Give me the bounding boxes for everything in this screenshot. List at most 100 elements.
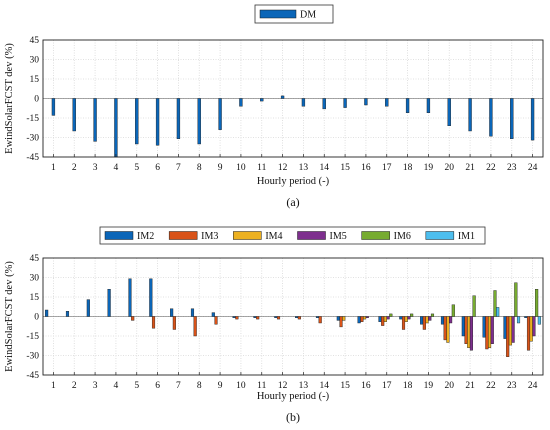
bar-IM3-19 — [422, 316, 426, 330]
bar-IM2-10 — [232, 316, 236, 318]
x-tick-label: 3 — [93, 163, 98, 173]
x-tick-label: 11 — [257, 163, 266, 173]
bar-IM2-17 — [378, 316, 382, 322]
legend-swatch-IM6 — [361, 231, 390, 240]
bar-IM2-11 — [253, 316, 257, 318]
y-tick-label: 45 — [30, 36, 40, 46]
bar-IM6-24 — [535, 289, 539, 317]
bar-IM2-4 — [107, 289, 111, 317]
bar-IM5-19 — [428, 316, 432, 321]
bar-IM4-19 — [425, 316, 429, 324]
y-tick-label: 0 — [34, 313, 39, 323]
bar-IM2-23 — [503, 316, 507, 339]
legend: IM2 IM3 IM4 IM5 IM6 IM1 — [99, 226, 486, 245]
bar-IM3-10 — [235, 316, 239, 320]
x-tick-label: 7 — [176, 163, 181, 173]
bar-IM5-24 — [532, 316, 536, 337]
bar-IM3-17 — [381, 316, 385, 326]
bar-DM-8 — [197, 98, 201, 145]
bar-DM-21 — [468, 98, 472, 132]
x-tick-label: 4 — [114, 381, 119, 391]
bar-IM2-1 — [45, 309, 49, 317]
x-tick-label: 9 — [218, 381, 223, 391]
y-tick-label: -30 — [26, 352, 39, 362]
x-tick-label: 10 — [236, 381, 246, 391]
x-tick-label: 3 — [93, 381, 98, 391]
bar-DM-6 — [155, 98, 160, 146]
bar-IM3-8 — [193, 316, 197, 337]
bar-IM4-17 — [383, 316, 387, 322]
y-tick-label: 30 — [30, 56, 40, 66]
bar-IM2-2 — [65, 311, 70, 317]
x-tick-label: 22 — [486, 163, 496, 173]
x-tick-label: 15 — [340, 381, 350, 391]
x-tick-label: 12 — [278, 163, 288, 173]
x-axis-label: Hourly period (-) — [257, 391, 330, 402]
y-tick-label: -15 — [26, 332, 39, 342]
y-tick-label: -45 — [26, 153, 39, 163]
x-tick-label: 20 — [445, 163, 455, 173]
bar-DM-12 — [280, 95, 285, 99]
bar-IM4-23 — [508, 316, 512, 346]
x-tick-label: 17 — [382, 381, 392, 391]
bar-IM3-20 — [443, 316, 447, 341]
x-tick-label: 18 — [403, 381, 413, 391]
x-axis-label: Hourly period (-) — [257, 176, 330, 187]
x-tick-label: 5 — [134, 381, 139, 391]
bar-IM4-15 — [342, 316, 346, 321]
y-axis-label: EwindSolarFCST dev (%) — [4, 261, 15, 372]
x-tick-label: 11 — [257, 381, 266, 391]
legend-swatch-IM4 — [233, 231, 262, 240]
bar-IM2-7 — [170, 308, 174, 317]
bar-IM5-20 — [449, 316, 453, 324]
x-tick-label: 16 — [361, 381, 371, 391]
legend-swatch-IM2 — [104, 231, 134, 240]
bar-IM6-17 — [389, 313, 393, 317]
bar-IM2-8 — [190, 308, 195, 317]
bar-IM3-15 — [339, 316, 343, 328]
x-tick-label: 24 — [528, 163, 538, 173]
bar-IM2-13 — [295, 316, 299, 318]
bar-DM-16 — [364, 98, 368, 106]
bar-DM-23 — [510, 98, 514, 139]
y-tick-label: 15 — [30, 293, 40, 303]
bar-IM5-22 — [490, 316, 494, 344]
x-tick-label: 1 — [51, 163, 56, 173]
bar-IM2-16 — [357, 316, 361, 324]
x-tick-label: 22 — [486, 381, 496, 391]
bar-IM2-9 — [211, 312, 215, 317]
bar-IM2-3 — [86, 299, 90, 317]
bar-IM2-15 — [336, 316, 340, 321]
bar-IM3-21 — [464, 316, 468, 344]
x-tick-label: 12 — [278, 381, 288, 391]
bar-IM2-19 — [420, 316, 424, 325]
bar-DM-4 — [114, 98, 118, 158]
bar-IM4-16 — [363, 316, 367, 320]
y-tick-label: -30 — [26, 134, 39, 144]
bar-IM3-11 — [256, 316, 260, 320]
x-tick-label: 17 — [382, 163, 392, 173]
bar-DM-11 — [260, 98, 264, 102]
x-tick-label: 14 — [320, 381, 330, 391]
bar-IM6-23 — [514, 282, 518, 317]
bar-IM1-22 — [496, 307, 500, 317]
bar-IM3-14 — [318, 316, 322, 324]
legend-swatch-IM5 — [297, 231, 326, 240]
bar-IM5-21 — [469, 316, 473, 351]
legend-swatch-IM3 — [168, 231, 198, 240]
bar-IM6-22 — [493, 290, 497, 317]
legend-label-DM: DM — [300, 10, 316, 21]
bar-DM-18 — [405, 98, 410, 114]
bar-IM3-22 — [485, 316, 489, 350]
x-tick-label: 9 — [218, 163, 223, 173]
legend-label-IM6: IM6 — [394, 231, 411, 242]
y-tick-label: 0 — [34, 95, 39, 105]
x-tick-label: 21 — [465, 381, 475, 391]
legend-label-IM5: IM5 — [330, 231, 347, 242]
bar-DM-2 — [72, 98, 76, 132]
legend-swatch-DM — [259, 9, 297, 19]
bar-IM5-16 — [365, 316, 369, 318]
bar-IM4-20 — [446, 316, 450, 343]
bar-IM1-23 — [516, 316, 521, 324]
